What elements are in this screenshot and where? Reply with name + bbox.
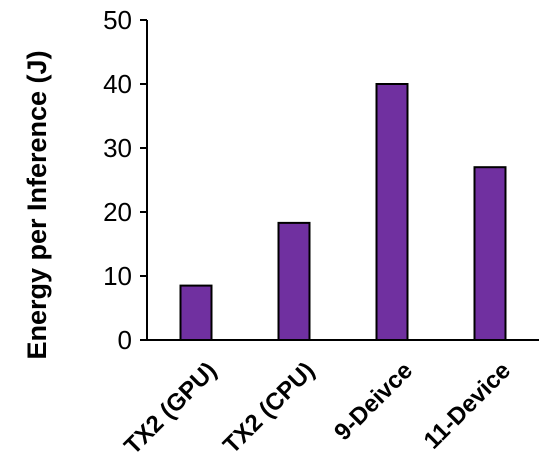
y-axis-ticks: 0 10 20 30 40 50 [103,5,147,355]
bar-9-deivce [375,83,409,341]
bar-tx2-gpu [179,284,213,342]
x-tick-label: TX2 (GPU) [119,357,222,460]
y-tick-label: 10 [103,261,132,291]
x-tick-label: TX2 (CPU) [218,357,320,459]
x-tick-label: 11-Device [419,357,516,454]
y-tick-label: 0 [118,325,132,355]
bar-11-device [473,166,507,341]
y-axis-title: Energy per Inference (J) [22,50,52,359]
y-tick-label: 20 [103,197,132,227]
x-tick-label: 9-Deivce [329,357,418,446]
y-tick-label: 40 [103,69,132,99]
x-axis-category-labels: TX2 (GPU)TX2 (CPU) 9-Deivce 11-Device [119,357,516,460]
bar-tx2-cpu [277,221,311,342]
bars [179,83,507,342]
y-tick-label: 50 [103,5,132,35]
y-tick-label: 30 [103,133,132,163]
